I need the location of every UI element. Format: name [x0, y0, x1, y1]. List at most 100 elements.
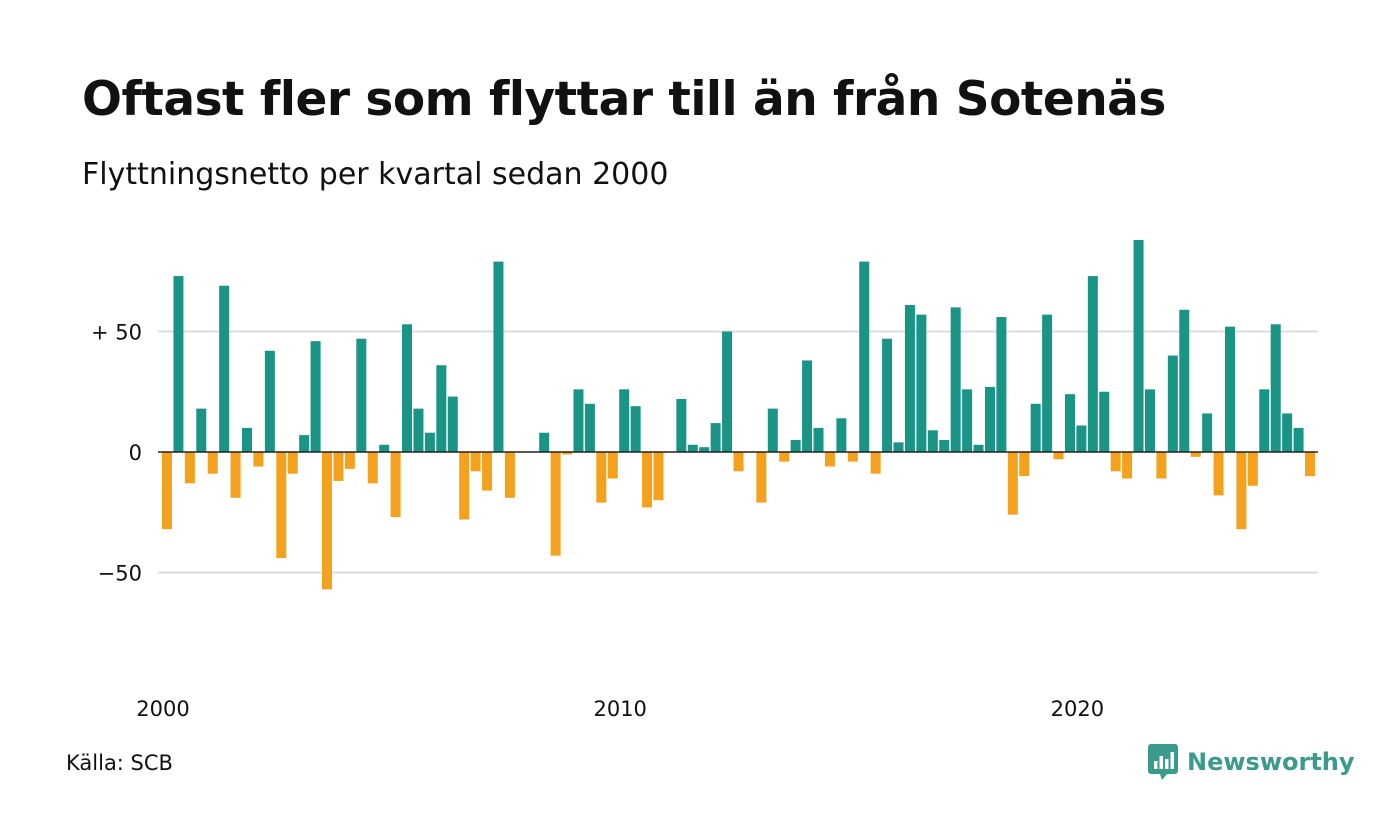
- bar: [436, 365, 447, 452]
- bar: [482, 452, 493, 491]
- bar: [584, 403, 595, 452]
- x-axis-ticks: 2000 2010 2020: [136, 697, 1104, 720]
- bar: [539, 432, 550, 452]
- bar: [642, 452, 653, 508]
- bar: [779, 452, 790, 462]
- bar: [1076, 425, 1087, 452]
- bar: [447, 396, 458, 452]
- bar: [630, 406, 641, 452]
- bar: [264, 350, 275, 452]
- bar: [1236, 452, 1247, 530]
- bar: [619, 389, 630, 452]
- bar: [299, 435, 310, 452]
- bar: [824, 452, 835, 467]
- bar: [1144, 389, 1155, 452]
- bar: [184, 452, 195, 484]
- bar: [1190, 452, 1201, 457]
- bar: [893, 442, 904, 452]
- bar: [733, 452, 744, 472]
- bar: [162, 452, 172, 530]
- bar: [196, 408, 207, 452]
- bar: [219, 285, 230, 452]
- bar-chart: + 50 0 −50 2000 2010 2020: [91, 239, 1318, 720]
- bar: [1110, 452, 1121, 472]
- bar: [287, 452, 298, 474]
- bar: [390, 452, 401, 518]
- bar: [242, 427, 253, 452]
- bar: [836, 418, 847, 452]
- bar: [413, 408, 424, 452]
- x-tick-label: 2020: [1051, 697, 1104, 720]
- chart-subtitle: Flyttningsnetto per kvartal sedan 2000: [82, 157, 669, 192]
- bar: [1087, 276, 1098, 452]
- bar: [310, 341, 321, 452]
- bar: [870, 452, 881, 474]
- bar: [322, 452, 333, 590]
- bar: [424, 432, 435, 452]
- bar: [402, 324, 413, 452]
- x-tick-label: 2010: [593, 697, 646, 720]
- bar: [573, 389, 584, 452]
- speech-bubble-bar-chart-icon: [1148, 744, 1178, 780]
- bar: [676, 398, 687, 452]
- chart-title: Oftast fler som flyttar till än från Sot…: [82, 72, 1166, 127]
- bar: [550, 452, 561, 556]
- bar: [207, 452, 218, 474]
- bar: [344, 452, 355, 469]
- bar: [356, 338, 367, 452]
- x-tick-label: 2000: [136, 697, 189, 720]
- bar: [1064, 394, 1075, 452]
- bar: [916, 314, 927, 452]
- bar: [802, 360, 813, 452]
- bar: [253, 452, 264, 467]
- bar: [367, 452, 378, 484]
- bar: [859, 261, 870, 452]
- bar: [653, 452, 664, 501]
- bar: [1042, 314, 1053, 452]
- bar: [1030, 403, 1041, 452]
- bar: [562, 452, 573, 455]
- bar: [1282, 413, 1293, 452]
- bar: [504, 452, 515, 498]
- bar: [790, 439, 801, 452]
- bar: [493, 261, 504, 452]
- bar: [1179, 309, 1190, 452]
- bar: [950, 307, 961, 452]
- bar: [882, 338, 893, 452]
- bar: [1213, 452, 1224, 496]
- bar: [767, 408, 778, 452]
- bar: [1007, 452, 1018, 515]
- bar: [1270, 324, 1281, 452]
- bar: [1099, 391, 1110, 452]
- brand-name: Newsworthy: [1187, 748, 1355, 776]
- bar: [459, 452, 470, 520]
- bar: [1247, 452, 1258, 486]
- y-tick-label: −50: [98, 562, 142, 586]
- bar: [470, 452, 481, 472]
- bar: [847, 452, 858, 462]
- bar: [927, 430, 938, 452]
- bar: [722, 331, 733, 452]
- bar: [984, 386, 995, 452]
- y-tick-label: + 50: [91, 321, 142, 345]
- y-axis-ticks: + 50 0 −50: [91, 321, 142, 586]
- bar: [813, 427, 824, 452]
- bar: [1122, 452, 1133, 479]
- bar: [996, 317, 1007, 452]
- bar: [1259, 389, 1270, 452]
- bar: [1305, 452, 1315, 477]
- bar: [596, 452, 607, 503]
- bar: [710, 423, 721, 452]
- bar: [687, 444, 698, 452]
- newsworthy-logo: Newsworthy: [1148, 744, 1355, 780]
- bar: [1293, 427, 1304, 452]
- bar: [379, 444, 390, 452]
- bar: [607, 452, 618, 479]
- bar: [1053, 452, 1064, 460]
- bar: [699, 447, 710, 452]
- bar: [939, 439, 950, 452]
- bar: [962, 389, 973, 452]
- bar: [756, 452, 767, 503]
- source-note: Källa: SCB: [66, 751, 173, 775]
- bar: [1019, 452, 1030, 477]
